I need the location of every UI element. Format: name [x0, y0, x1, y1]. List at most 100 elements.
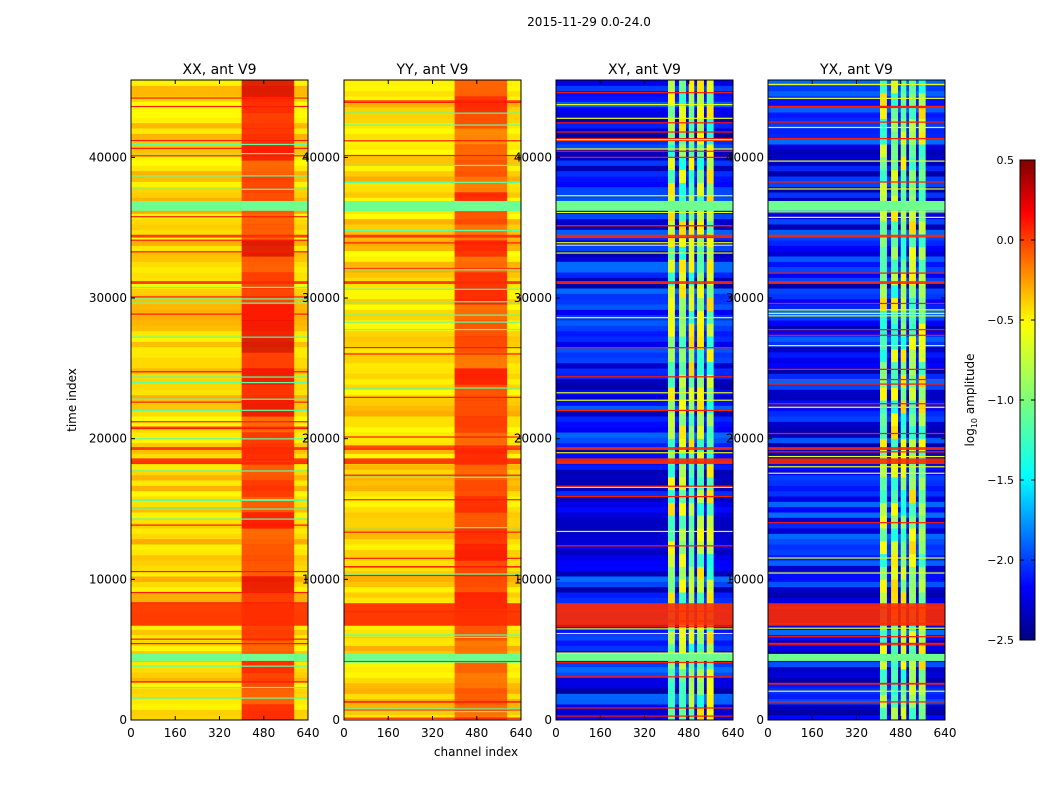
heatmap-row: [344, 490, 521, 497]
heatmap-row: [556, 394, 733, 401]
rfi-line: [768, 329, 945, 331]
rfi-line: [768, 138, 945, 140]
heatmap-row: [344, 453, 521, 460]
heatmap-row: [344, 261, 521, 268]
cross-bright-column: [909, 169, 916, 183]
heatmap-row: [556, 224, 733, 230]
cross-bright-column: [688, 336, 695, 350]
bright-channel-block: [241, 240, 295, 257]
bright-channel-block: [454, 672, 508, 689]
bright-channel-block: [241, 432, 295, 449]
rfi-line: [131, 376, 308, 378]
cross-bright-column: [668, 592, 675, 606]
heatmap-row: [556, 704, 733, 710]
heatmap-row: [131, 453, 308, 460]
rfi-band: [556, 447, 733, 450]
rfi-line: [131, 155, 308, 157]
heatmap-row: [768, 517, 945, 524]
heatmap-row: [344, 565, 521, 572]
heatmap-row: [556, 85, 733, 92]
y-tick-label: 40000: [302, 150, 340, 164]
rfi-line: [556, 131, 733, 133]
cross-bright-column: [880, 707, 887, 721]
rfi-band: [344, 281, 521, 284]
heatmap-row: [768, 501, 945, 508]
cross-bright-column: [697, 476, 704, 491]
bright-channel-block: [454, 144, 508, 161]
cross-bright-column: [909, 105, 916, 119]
cross-bright-column: [900, 656, 907, 670]
colorbar-label-rest: amplitude: [963, 354, 977, 418]
cross-bright-column: [909, 515, 916, 529]
heatmap-row: [344, 128, 521, 134]
cross-bright-column: [679, 131, 686, 145]
cross-bright-column: [688, 400, 695, 414]
cross-bright-column: [668, 259, 675, 273]
cross-bright-column: [706, 208, 714, 222]
heatmap-row: [344, 592, 521, 598]
cross-bright-column: [891, 259, 898, 273]
heatmap-row: [131, 405, 308, 412]
heatmap-row: [556, 293, 733, 300]
rfi-line: [768, 126, 945, 129]
heatmap-row: [344, 213, 521, 220]
cross-bright-column: [909, 425, 916, 439]
heatmap-row: [131, 624, 308, 630]
cross-bright-column: [891, 169, 898, 183]
bright-channel-block: [241, 464, 295, 481]
colorbar-label-sub: 10: [970, 418, 979, 428]
rfi-line: [556, 661, 733, 663]
cross-bright-column: [900, 246, 907, 260]
cross-bright-column: [880, 476, 887, 491]
cross-bright-column: [891, 451, 898, 465]
heatmap-row: [768, 538, 945, 545]
rfi-band: [131, 234, 308, 238]
heatmap-row: [556, 597, 733, 604]
cross-bright-column: [706, 169, 714, 183]
heatmap-row: [344, 186, 521, 193]
heatmap-row: [344, 533, 521, 540]
heatmap-row: [131, 682, 308, 689]
cross-bright-column: [668, 502, 675, 516]
flagged-block: [556, 200, 733, 211]
cross-bright-column: [909, 284, 916, 299]
rfi-line: [131, 296, 308, 298]
cross-bright-column: [668, 118, 675, 132]
cross-bright-column: [706, 220, 714, 235]
rfi-line: [556, 150, 733, 152]
cross-bright-column: [668, 694, 675, 708]
heatmap-row: [768, 330, 945, 337]
cross-bright-column: [697, 425, 704, 439]
bright-channel-block: [241, 144, 295, 161]
heatmap-row: [768, 634, 945, 641]
cross-bright-column: [891, 592, 898, 606]
cross-bright-column: [900, 412, 907, 427]
cross-bright-column: [688, 694, 695, 708]
cross-bright-column: [891, 540, 898, 555]
cross-bright-column: [706, 553, 714, 567]
cross-bright-column: [880, 348, 887, 363]
bright-channel-block: [454, 384, 508, 401]
cross-bright-column: [688, 464, 695, 478]
cross-bright-column: [918, 528, 926, 542]
cross-bright-column: [891, 233, 898, 247]
heatmap-row: [131, 245, 308, 252]
cross-bright-column: [668, 208, 675, 222]
rfi-line: [768, 682, 945, 685]
cross-bright-column: [679, 502, 686, 516]
heatmap-row: [131, 704, 308, 710]
rfi-line: [131, 665, 308, 667]
heatmap-row: [131, 650, 308, 657]
heatmap-row: [344, 224, 521, 230]
cross-bright-column: [880, 297, 887, 311]
heatmap-row: [556, 565, 733, 572]
cross-bright-column: [688, 540, 695, 555]
panels: XX, ant V9 0 160 320 480 640 0 10000 20000 30000 4…: [89, 62, 957, 740]
heatmap-row: [556, 453, 733, 460]
cross-bright-column: [900, 451, 907, 465]
cross-bright-column: [688, 220, 695, 235]
rfi-line: [556, 242, 733, 244]
cross-bright-column: [891, 515, 898, 529]
heatmap-row: [556, 288, 733, 294]
heatmap-row: [556, 325, 733, 332]
